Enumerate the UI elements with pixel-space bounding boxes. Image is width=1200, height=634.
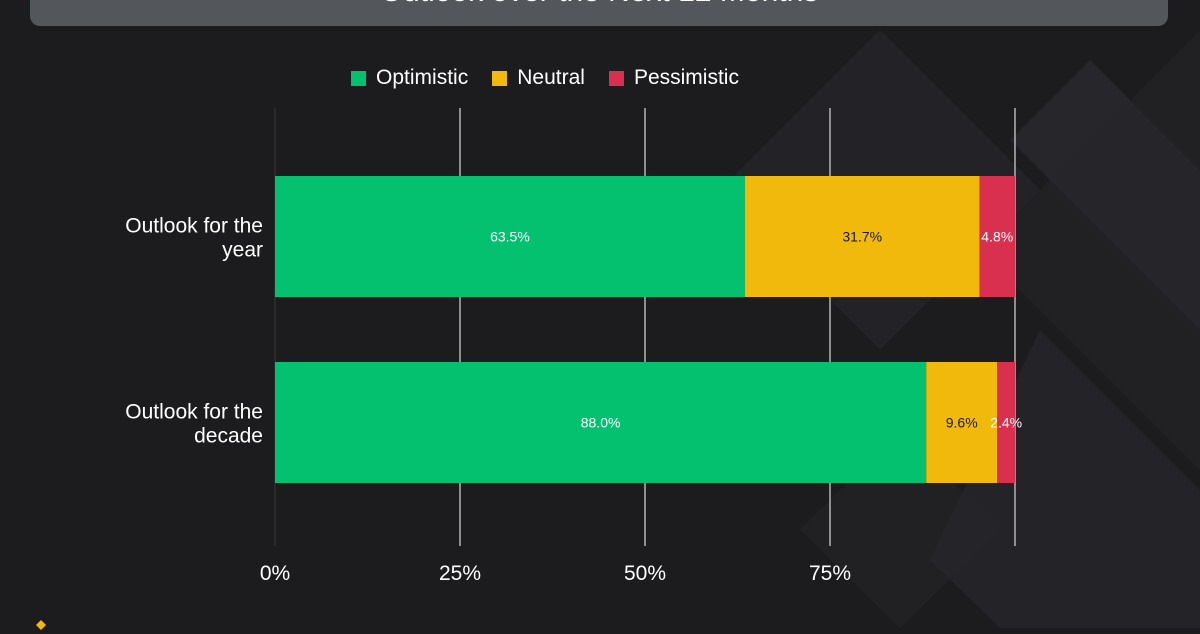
data-label: 31.7% xyxy=(842,229,882,245)
x-tick-label: 0% xyxy=(260,562,290,585)
data-label: 63.5% xyxy=(490,229,530,245)
x-tick-label: 25% xyxy=(439,562,481,585)
bar-segment-neutral xyxy=(926,362,998,483)
data-label: 9.6% xyxy=(946,415,978,431)
legend-label: Pessimistic xyxy=(633,66,739,89)
legend-item-neutral: Neutral xyxy=(492,64,585,92)
legend-label: Optimistic xyxy=(376,66,469,89)
data-label: 88.0% xyxy=(581,415,621,431)
legend-item-pessimistic: Pessimistic xyxy=(608,64,739,92)
category-label: Outlook for the year xyxy=(125,215,263,262)
bar-segment-optimistic xyxy=(275,362,927,483)
legend-swatch xyxy=(351,70,367,86)
chart-title: Outlook over the Next 12 Months xyxy=(30,0,1168,14)
legend-item-optimistic: Optimistic xyxy=(351,64,468,92)
x-tick-label: 50% xyxy=(624,562,666,585)
chart-legend: Optimistic Neutral Pessimistic xyxy=(0,64,1090,92)
bar-segment-optimistic xyxy=(275,176,745,297)
legend-swatch xyxy=(492,70,508,86)
legend-swatch xyxy=(608,70,624,86)
chart-title-bar: Outlook over the Next 12 Months xyxy=(30,0,1168,26)
data-label: 4.8% xyxy=(981,229,1013,245)
category-label: Outlook for the decade xyxy=(125,401,263,448)
x-tick-label: 75% xyxy=(809,562,851,585)
bar-segment-neutral xyxy=(744,176,980,297)
bar-segment-pessimistic xyxy=(979,176,1015,297)
bar-segment-pessimistic xyxy=(997,362,1015,483)
data-label: 2.4% xyxy=(990,415,1022,431)
legend-label: Neutral xyxy=(517,66,585,89)
brand-logo-fragment xyxy=(36,620,46,630)
